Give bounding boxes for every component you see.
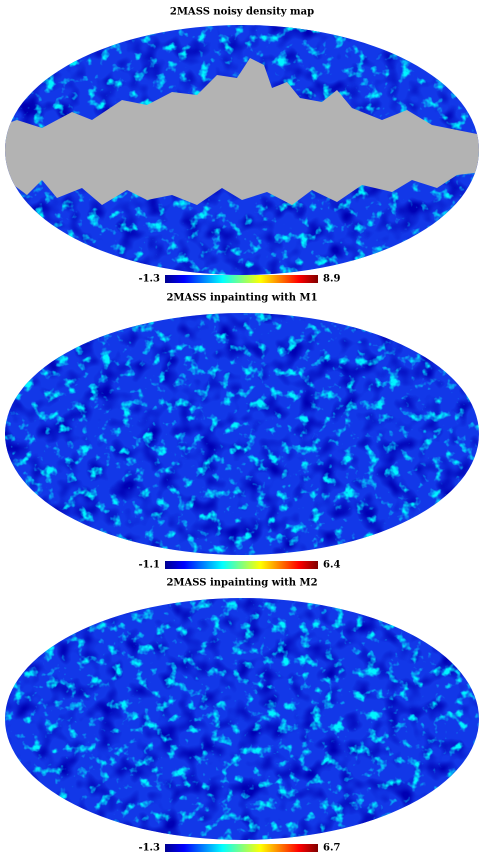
panel-title: 2MASS noisy density map: [170, 7, 314, 18]
colorbar: [165, 844, 318, 852]
panel-title: 2MASS inpainting with M1: [166, 293, 317, 304]
colorbar-max: 6.7: [323, 843, 340, 854]
map-panel: 2MASS noisy density map -1.3 8.9: [2, 7, 482, 285]
map-panel: 2MASS inpainting with M1 -1.1 6.4: [5, 293, 479, 571]
colorbar-min: -1.3: [138, 843, 160, 854]
map-structure: [5, 313, 479, 555]
map-panel: 2MASS inpainting with M2 -1.3 6.7: [5, 578, 479, 854]
colorbar-max: 8.9: [323, 274, 340, 285]
figure: 2MASS noisy density map -1.3 8.9 2MASS inpa…: [0, 0, 485, 858]
colorbar-max: 6.4: [323, 560, 340, 571]
colorbar-min: -1.3: [138, 274, 160, 285]
colorbar: [165, 561, 318, 569]
colorbar-min: -1.1: [138, 560, 160, 571]
panel-title: 2MASS inpainting with M2: [166, 578, 317, 589]
map-structure: [5, 598, 479, 840]
colorbar: [165, 275, 318, 283]
